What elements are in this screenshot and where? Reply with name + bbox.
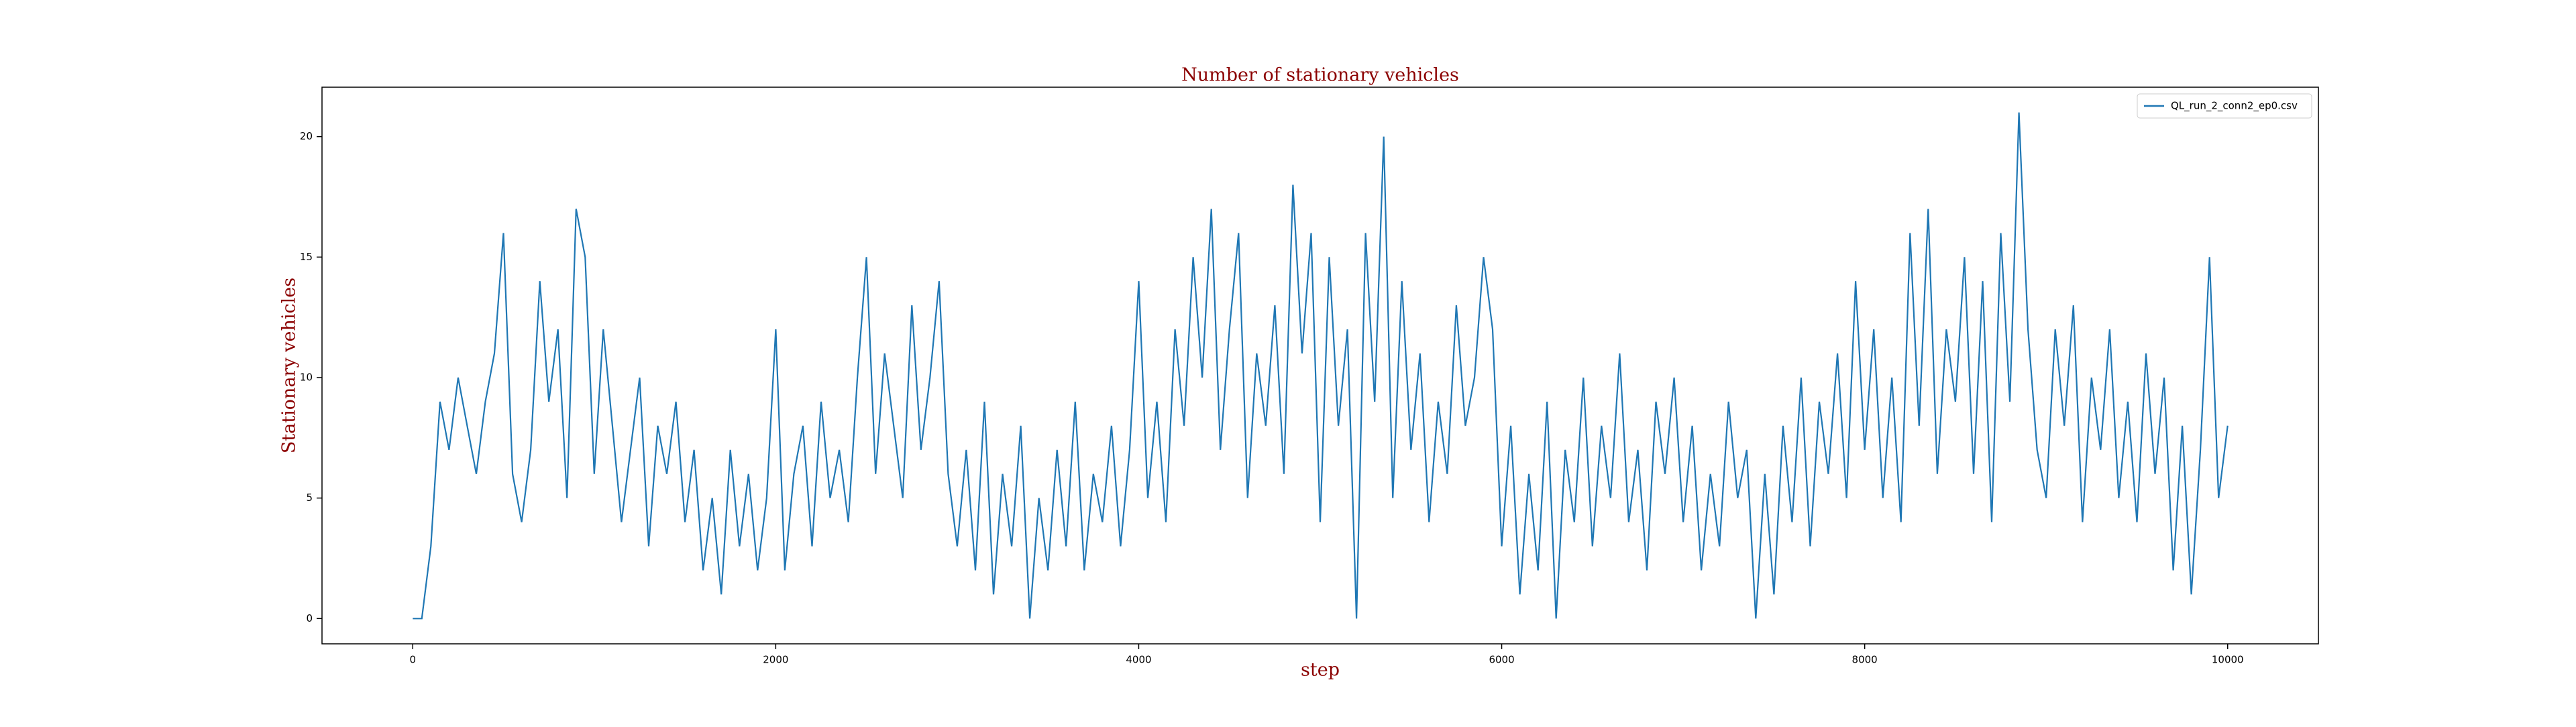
- data-line: [413, 112, 2229, 620]
- y-tick-label: 5: [306, 492, 313, 504]
- plot-frame: [321, 87, 2319, 645]
- chart-title: Number of stationary vehicles: [1181, 65, 1459, 86]
- x-axis-label: step: [1301, 660, 1340, 681]
- x-tick-label: 2000: [763, 654, 788, 666]
- x-tick-label: 4000: [1126, 654, 1151, 666]
- x-tick-label: 6000: [1489, 654, 1514, 666]
- y-axis-label: Stationary vehicles: [279, 278, 300, 453]
- legend-box: [2137, 93, 2312, 119]
- y-tick-label: 10: [300, 371, 313, 383]
- legend-label: QL_run_2_conn2_ep0.csv: [2171, 100, 2298, 113]
- y-tick-label: 15: [300, 251, 313, 263]
- x-tick-label: 8000: [1852, 654, 1878, 666]
- y-tick-label: 20: [300, 130, 313, 142]
- x-tick-label: 10000: [2212, 654, 2244, 666]
- y-tick-label: 0: [306, 612, 313, 624]
- x-tick-label: 0: [409, 654, 416, 666]
